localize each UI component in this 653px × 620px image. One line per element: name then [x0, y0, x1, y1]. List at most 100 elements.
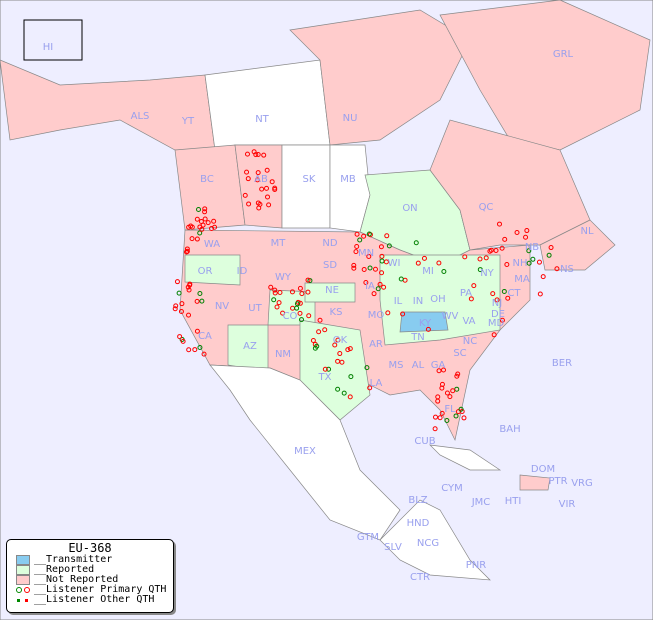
legend-not-reported: __Not Reported	[7, 575, 173, 585]
listener-qth-marker	[178, 308, 184, 314]
region-label-hti: HTI	[505, 496, 522, 507]
listener-qth-marker	[432, 426, 438, 432]
listener-qth-marker	[268, 284, 274, 290]
listener-qth-marker	[205, 220, 211, 226]
listener-qth-marker	[353, 249, 359, 255]
listener-qth-marker	[298, 317, 304, 323]
listener-qth-marker	[381, 284, 387, 290]
listener-qth-marker	[305, 277, 311, 283]
listener-qth-marker	[254, 177, 260, 183]
listener-qth-marker	[202, 216, 208, 222]
region-label-blz: BLZ	[408, 495, 427, 506]
region-label-qc: QC	[479, 202, 494, 213]
listener-qth-marker	[242, 192, 248, 198]
region-label-wy: WY	[275, 272, 292, 283]
listener-qth-marker	[187, 282, 193, 288]
listener-qth-marker	[339, 359, 345, 365]
region-label-nc: NC	[463, 336, 477, 347]
region-label-nj: NJ	[492, 298, 502, 309]
listener-qth-marker	[335, 337, 341, 343]
region-label-de: DE	[491, 309, 505, 320]
listener-qth-marker	[314, 343, 320, 349]
listener-qth-marker	[441, 268, 447, 274]
listener-qth-marker	[299, 291, 305, 297]
legend-other-qth: __Listener Other QTH	[7, 595, 173, 605]
listener-qth-marker	[361, 233, 367, 239]
listener-qth-marker	[351, 262, 357, 268]
listener-qth-marker	[386, 243, 392, 249]
listener-qth-marker	[194, 298, 200, 304]
listener-qth-marker	[332, 342, 338, 348]
legend-primary-qth: __Listener Primary QTH	[7, 585, 173, 595]
listener-qth-marker	[377, 281, 383, 287]
listener-qth-marker	[186, 287, 192, 293]
listener-qth-marker	[197, 224, 203, 230]
listener-qth-marker	[266, 202, 272, 208]
region-label-sk: SK	[303, 174, 316, 185]
listener-qth-marker	[548, 245, 554, 251]
listener-qth-marker	[400, 311, 406, 317]
region-label-nh: NH	[513, 258, 528, 269]
region-label-jmc: JMC	[471, 497, 491, 508]
region-label-fl: FL	[444, 404, 456, 415]
hawaii-inset	[23, 19, 83, 61]
region-label-slv: SLV	[384, 542, 402, 553]
region-label-vrg: VRG	[571, 478, 593, 489]
listener-qth-marker	[255, 170, 261, 176]
listener-qth-marker	[379, 253, 385, 259]
listener-qth-marker	[453, 413, 459, 419]
listener-qth-marker	[272, 290, 278, 296]
saskatchewan	[281, 144, 331, 229]
listener-qth-marker	[415, 260, 421, 266]
listener-qth-marker	[184, 246, 190, 252]
listener-qth-marker	[536, 259, 542, 265]
region-label-ber: BER	[552, 358, 572, 369]
listener-qth-marker	[305, 289, 311, 295]
region-label-ga: GA	[431, 360, 446, 371]
listener-qth-marker	[245, 176, 251, 182]
listener-qth-marker	[524, 228, 530, 234]
listener-qth-marker	[306, 313, 312, 319]
listener-qth-marker	[174, 279, 180, 285]
listener-qth-marker	[385, 310, 391, 316]
listener-qth-marker	[326, 366, 332, 372]
listener-qth-marker	[310, 338, 316, 344]
listener-qth-marker	[371, 291, 377, 297]
listener-qth-marker	[264, 185, 270, 191]
region-label-ab: AB	[254, 174, 268, 185]
region-label-wi: WI	[388, 258, 401, 269]
region-label-pnr: PNR	[466, 560, 487, 571]
listener-qth-marker	[546, 252, 552, 258]
listener-qth-marker	[289, 289, 295, 295]
listener-qth-marker	[351, 265, 357, 271]
british-columbia	[174, 144, 246, 231]
region-label-mt: MT	[271, 238, 287, 249]
listener-qth-marker	[297, 310, 303, 316]
listener-qth-marker	[455, 371, 461, 377]
listener-qth-marker	[433, 414, 439, 420]
reported-swatch	[16, 565, 30, 575]
region-label-vir: VIR	[559, 499, 576, 510]
transmitter-swatch	[16, 555, 30, 565]
region-label-wv: WV	[442, 311, 459, 322]
listener-qth-marker	[505, 295, 511, 301]
listener-qth-marker	[244, 169, 250, 175]
kentucky	[399, 311, 449, 333]
region-label-ct: CT	[507, 288, 521, 299]
region-label-sc: SC	[453, 348, 466, 359]
listener-qth-marker	[504, 262, 510, 268]
listener-qth-marker	[421, 255, 427, 261]
listener-qth-marker	[297, 285, 303, 291]
listener-qth-marker	[444, 390, 450, 396]
listener-qth-marker	[177, 334, 183, 340]
region-label-va: VA	[462, 316, 475, 327]
region-label-or: OR	[198, 266, 213, 277]
listener-qth-marker	[363, 279, 369, 285]
region-label-ne: NE	[325, 285, 339, 296]
listener-qth-marker	[450, 388, 456, 394]
listener-qth-marker	[367, 265, 373, 271]
listener-qth-marker	[173, 303, 179, 309]
oregon	[184, 254, 241, 286]
listener-qth-marker	[375, 286, 381, 292]
listener-qth-marker	[502, 236, 508, 242]
